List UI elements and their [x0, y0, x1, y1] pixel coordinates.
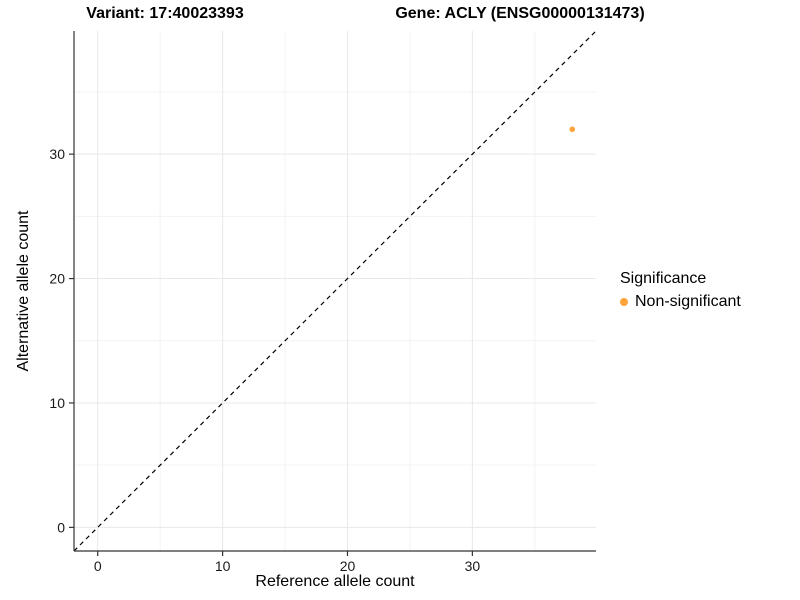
data-point	[569, 126, 576, 133]
legend-title: Significance	[620, 270, 707, 287]
x-tick-label: 10	[215, 558, 231, 574]
y-tick-label: 10	[49, 395, 65, 411]
x-tick-label: 20	[340, 558, 356, 574]
y-tick-label: 0	[57, 519, 65, 535]
x-axis-title: Reference allele count	[255, 573, 415, 590]
legend-key-dot-icon	[620, 298, 628, 306]
identity-dashed-line	[73, 30, 597, 552]
x-tick-label: 0	[94, 558, 102, 574]
y-axis-title: Alternative allele count	[15, 210, 32, 372]
plot-title-variant: Variant: 17:40023393	[86, 5, 244, 22]
legend-item-label: Non-significant	[635, 293, 741, 310]
plot-title-gene: Gene: ACLY (ENSG00000131473)	[395, 5, 645, 22]
legend: Significance Non-significant	[620, 270, 741, 311]
y-tick-label: 20	[49, 270, 65, 286]
y-tick-label: 30	[49, 146, 65, 162]
x-tick-label: 30	[465, 558, 481, 574]
legend-item: Non-significant	[620, 293, 741, 311]
